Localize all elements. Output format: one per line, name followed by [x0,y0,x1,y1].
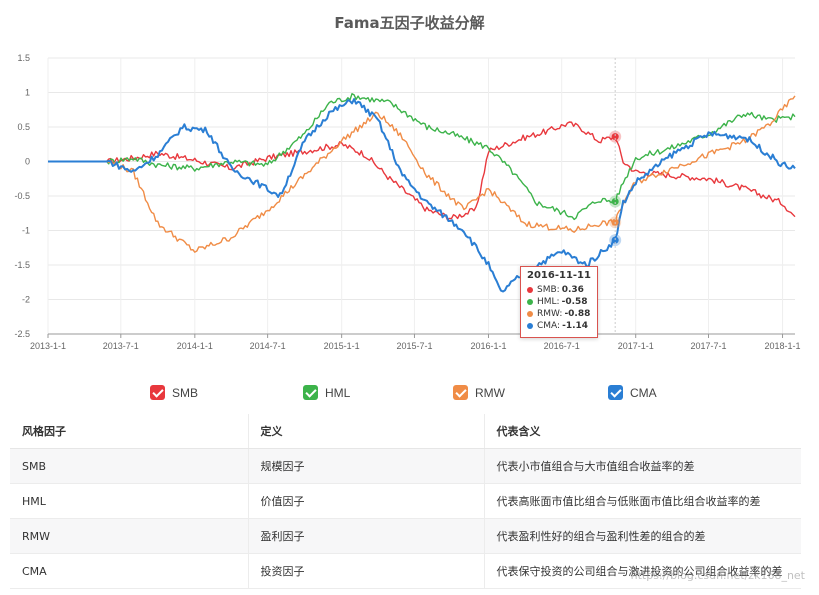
tooltip-value: -0.88 [564,309,591,319]
x-tick-label: 2016-1-1 [470,341,506,351]
table-cell: CMA [10,553,249,589]
table-row: RMW 盈利因子 代表盈利性好的组合与盈利性差的组合的差 [10,518,801,554]
table-cell: SMB [10,448,249,484]
checkbox-icon[interactable] [303,385,318,400]
y-tick-label: -1.5 [14,260,30,270]
table-row: HML 价值因子 代表高账面市值比组合与低账面市值比组合收益率的差 [10,483,801,519]
data-point-cma[interactable] [611,236,619,244]
chart-legend: SMB HML RMW CMA [0,385,819,407]
y-tick-label: 0 [25,157,30,167]
x-tick-label: 2014-1-1 [177,341,213,351]
tooltip-row-smb: SMB: 0.36 [527,284,591,296]
chart-title: Fama五因子收益分解 [334,14,485,32]
checkbox-icon[interactable] [453,385,468,400]
tooltip-value: 0.36 [561,285,584,295]
tooltip-date: 2016-11-11 [527,270,591,281]
tooltip-label: RMW: [537,309,563,319]
table-header-row: 风格因子 定义 代表含义 [10,414,801,449]
checkbox-icon[interactable] [608,385,623,400]
y-tick-label: -1 [22,226,30,236]
table-header-cell: 风格因子 [10,414,249,449]
series-line-cma[interactable] [48,98,796,293]
x-tick-label: 2015-1-1 [324,341,360,351]
factor-table: 风格因子 定义 代表含义 SMB 规模因子 代表小市值组合与大市值组合收益率的差… [10,414,801,589]
table-cell: 价值因子 [248,483,485,519]
chart-tooltip: 2016-11-11 SMB: 0.36 HML: -0.58 RMW: -0.… [520,266,598,338]
series-line-rmw[interactable] [48,95,796,253]
tooltip-row-rmw: RMW: -0.88 [527,308,591,320]
y-tick-label: -0.5 [14,191,30,201]
table-row: CMA 投资因子 代表保守投资的公司组合与激进投资的公司组合收益率的差 [10,553,801,589]
x-tick-label: 2014-7-1 [250,341,286,351]
tooltip-value: -1.14 [562,321,589,331]
tooltip-dot-smb [527,287,533,293]
table-cell: 代表小市值组合与大市值组合收益率的差 [484,448,801,484]
tooltip-value: -0.58 [561,297,588,307]
y-tick-label: 1.5 [17,53,30,63]
legend-item-hml[interactable]: HML [303,385,350,400]
table-cell: HML [10,483,249,519]
y-tick-label: -2.5 [14,329,30,339]
series-line-smb[interactable] [48,121,796,221]
x-tick-label: 2018-1-1 [765,341,801,351]
series-lines [48,92,796,293]
data-point-hml[interactable] [611,198,619,206]
y-tick-label: 0.5 [17,122,30,132]
x-tick-label: 2013-7-1 [103,341,139,351]
tooltip-dot-hml [527,299,533,305]
table-cell: 代表保守投资的公司组合与激进投资的公司组合收益率的差 [484,553,801,589]
table-cell: 规模因子 [248,448,485,484]
watermark-text: https://blog.csdn.net/zk168_net [630,569,805,582]
checkbox-icon[interactable] [150,385,165,400]
x-tick-label: 2016-7-1 [544,341,580,351]
tooltip-label: CMA: [537,321,561,331]
legend-label: SMB [172,385,199,400]
table-cell: 投资因子 [248,553,485,589]
legend-item-rmw[interactable]: RMW [453,385,505,400]
tooltip-dot-rmw [527,311,533,317]
table-header-cell: 定义 [248,414,485,449]
x-tick-label: 2017-1-1 [618,341,654,351]
table-cell: RMW [10,518,249,554]
table-cell: 盈利因子 [248,518,485,554]
tooltip-row-hml: HML: -0.58 [527,296,591,308]
tooltip-dot-cma [527,323,533,329]
legend-label: RMW [475,385,505,400]
legend-item-smb[interactable]: SMB [150,385,198,400]
y-tick-label: -2 [22,295,30,305]
legend-label: CMA [630,385,657,400]
legend-item-cma[interactable]: CMA [608,385,657,400]
table-cell: 代表高账面市值比组合与低账面市值比组合收益率的差 [484,483,801,519]
table-cell: 代表盈利性好的组合与盈利性差的组合的差 [484,518,801,554]
table-header-cell: 代表含义 [484,414,801,449]
grid-lines [47,57,795,335]
y-tick-label: 1 [25,88,30,98]
series-line-hml[interactable] [48,92,796,221]
x-tick-label: 2015-7-1 [396,341,432,351]
tooltip-row-cma: CMA: -1.14 [527,320,591,332]
data-point-smb[interactable] [611,133,619,141]
tooltip-label: SMB: [537,285,560,295]
tooltip-label: HML: [537,297,560,307]
x-tick-label: 2017-7-1 [690,341,726,351]
tooltip-markers [609,58,622,334]
table-row: SMB 规模因子 代表小市值组合与大市值组合收益率的差 [10,448,801,484]
x-tick-label: 2013-1-1 [30,341,66,351]
legend-label: HML [325,385,351,400]
